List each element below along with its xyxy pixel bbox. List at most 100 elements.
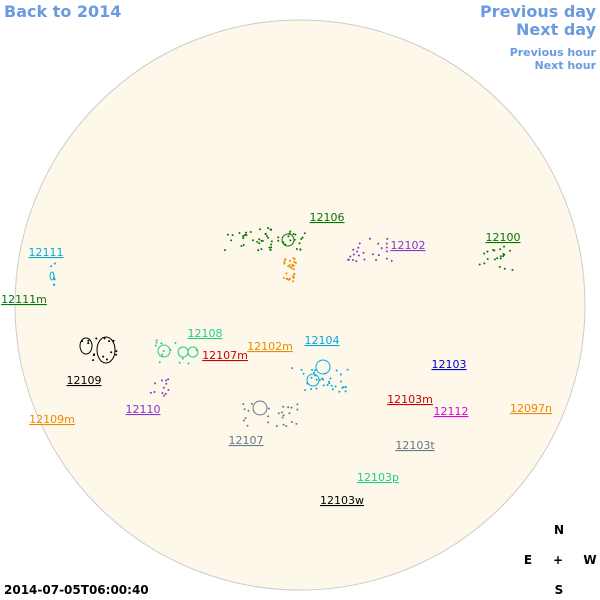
spot: [310, 376, 313, 379]
spot: [499, 257, 502, 260]
spot: [163, 394, 166, 397]
compass-west: W: [583, 553, 596, 567]
spot: [341, 386, 344, 389]
spot: [267, 407, 270, 410]
spot: [283, 262, 286, 265]
spot: [511, 268, 514, 271]
spot: [493, 258, 496, 261]
spot: [275, 425, 278, 428]
spot: [503, 267, 506, 270]
spot: [277, 412, 280, 415]
spot: [295, 422, 298, 425]
previous-hour-link[interactable]: Previous hour: [510, 46, 597, 59]
spot: [292, 276, 295, 279]
spot: [285, 272, 288, 275]
spot: [499, 248, 502, 251]
spot-umbra: [306, 373, 320, 387]
spot: [284, 258, 287, 261]
compass-north: N: [554, 523, 564, 537]
spot: [356, 250, 359, 253]
spot: [368, 237, 371, 240]
spot: [282, 405, 285, 408]
spot: [486, 250, 489, 253]
spot: [377, 242, 380, 245]
spot: [244, 417, 247, 420]
spot: [160, 342, 163, 345]
back-link[interactable]: Back to 2014: [4, 2, 121, 21]
region-label: 12103p: [357, 471, 399, 484]
region-label: 12111m: [1, 293, 47, 306]
spot: [165, 382, 168, 385]
spot-umbra: [79, 337, 93, 355]
spot: [167, 378, 170, 381]
spot: [155, 341, 158, 344]
region-label: 12111: [29, 246, 64, 259]
spot: [328, 380, 331, 383]
spot: [321, 377, 324, 380]
spot: [344, 385, 347, 388]
spot: [260, 248, 263, 251]
spot: [287, 235, 290, 238]
spot: [283, 277, 286, 280]
spot-umbra: [252, 400, 268, 416]
spot: [52, 283, 55, 286]
spot-umbra: [49, 271, 55, 281]
spot: [375, 259, 378, 262]
spot: [162, 386, 165, 389]
spot: [282, 423, 285, 426]
region-label: 12110: [126, 403, 161, 416]
spot: [258, 238, 261, 241]
region-label: 12109m: [29, 413, 75, 426]
spot: [243, 408, 246, 411]
spot: [503, 245, 506, 248]
spot: [269, 249, 272, 252]
spot: [257, 249, 260, 252]
spot: [187, 362, 190, 365]
spot: [292, 280, 295, 283]
spot: [377, 254, 380, 257]
spot: [288, 277, 291, 280]
spot: [326, 384, 329, 387]
spot: [371, 253, 374, 256]
spot-umbra: [96, 336, 116, 364]
spot: [288, 259, 291, 262]
spot: [289, 230, 292, 233]
next-hour-link[interactable]: Next hour: [535, 59, 597, 72]
spot: [87, 342, 90, 345]
spot: [293, 260, 296, 263]
spot: [110, 351, 113, 354]
region-label: 12100: [486, 231, 521, 244]
next-day-link[interactable]: Next day: [516, 20, 597, 39]
sunspots: [49, 227, 514, 428]
spot: [158, 361, 161, 364]
spot: [164, 392, 167, 395]
region-label: 12102: [391, 239, 426, 252]
spot: [149, 391, 152, 394]
region-label: 12097n: [510, 402, 552, 415]
spot: [363, 258, 366, 261]
spot: [174, 341, 177, 344]
region-label: 12106: [310, 211, 345, 224]
spot: [155, 339, 158, 342]
spot: [250, 402, 253, 405]
spot: [258, 228, 261, 231]
spot: [291, 264, 294, 267]
spot: [498, 265, 501, 268]
spot: [335, 369, 338, 372]
spot: [385, 257, 388, 260]
spot: [349, 255, 352, 258]
region-label: 12102m: [247, 340, 293, 353]
spot: [53, 262, 56, 265]
spot: [264, 232, 267, 235]
region-label: 12103m: [387, 393, 433, 406]
spot: [161, 353, 164, 356]
spot: [357, 246, 360, 249]
spot: [331, 388, 334, 391]
spot: [87, 339, 90, 342]
previous-day-link[interactable]: Previous day: [480, 2, 597, 21]
spot: [287, 406, 290, 409]
spot: [386, 237, 389, 240]
region-label: 12109: [67, 374, 102, 387]
solar-disc: [14, 19, 586, 591]
